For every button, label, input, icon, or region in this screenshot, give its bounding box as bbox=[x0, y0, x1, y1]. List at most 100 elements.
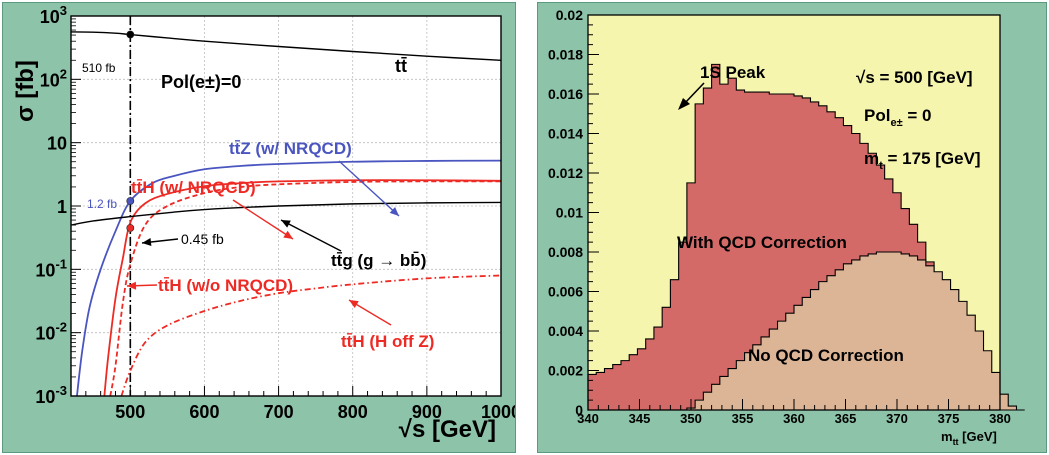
y-tick-label-base-4: 10 bbox=[47, 134, 67, 154]
y-tick-label-base-3: 1 bbox=[57, 197, 67, 217]
y-tick-label-1: 0.002 bbox=[548, 363, 583, 379]
ttg-label: tt̄g (g → bb̄) bbox=[331, 251, 426, 270]
tth-nrqcd-arrow-head bbox=[283, 230, 293, 239]
x-tick-label-0: 500 bbox=[115, 402, 145, 422]
y-tick-label-2: 0.004 bbox=[548, 323, 583, 339]
y-tick-label-base-2: 10 bbox=[35, 260, 55, 280]
y-tick-label-7: 0.014 bbox=[548, 126, 583, 142]
series-line-ttz bbox=[76, 159, 501, 396]
series-line-tth_offz bbox=[120, 274, 501, 396]
energy-label: √s = 500 [GeV] bbox=[856, 68, 973, 87]
top-mass-main: m bbox=[864, 149, 879, 168]
top-mass-label: mt = 175 [GeV] bbox=[864, 149, 981, 172]
y-tick-label-9: 0.018 bbox=[548, 47, 583, 63]
y-tick-label-0: 10-3 bbox=[35, 383, 67, 407]
polarization-sub: e± bbox=[890, 117, 902, 129]
y-tick-label-base-1: 10 bbox=[35, 324, 55, 344]
x-tick-label-2: 350 bbox=[680, 411, 702, 426]
x-tick-label-1: 600 bbox=[189, 402, 219, 422]
histogram-no_qcd bbox=[588, 251, 1025, 411]
histogram-area-no_qcd bbox=[588, 251, 1025, 411]
y-tick-label-exp-1: -2 bbox=[55, 320, 67, 335]
pol-annotation: Pol(e±)=0 bbox=[161, 72, 241, 92]
x-tick-label-5: 1000 bbox=[481, 402, 515, 422]
marker-label-0: 510 fb bbox=[82, 61, 116, 75]
no-qcd-label: No QCD Correction bbox=[748, 346, 904, 365]
x-tick-label-2: 700 bbox=[264, 402, 294, 422]
series-line-tth_nrqcd bbox=[103, 179, 501, 396]
x-tick-label-7: 375 bbox=[938, 411, 960, 426]
peak-label: 1S Peak bbox=[700, 63, 766, 82]
ttg-arrow-head bbox=[281, 220, 291, 228]
top-mass-sub: t bbox=[879, 160, 883, 172]
x-axis-label: mtt [GeV] bbox=[941, 429, 997, 447]
right-chart-panel: 340 345 350 355 360 365 370 375 380 0 0.002 0.004 0.… bbox=[537, 2, 1047, 453]
y-tick-label-exp-6: 3 bbox=[60, 3, 67, 18]
x-tick-label-3: 800 bbox=[338, 402, 368, 422]
y-tick-label-6: 0.012 bbox=[548, 165, 583, 181]
x-tick-label-1: 345 bbox=[629, 411, 651, 426]
y-tick-label-5: 102 bbox=[40, 66, 67, 90]
ttg-arrow bbox=[280, 219, 342, 252]
polarization-label: Pole± = 0 bbox=[864, 106, 931, 129]
y-tick-label-3: 0.006 bbox=[548, 284, 583, 300]
tth-nrqcd-arrow bbox=[232, 199, 294, 240]
marker-point-0 bbox=[126, 30, 135, 39]
y-tick-label-base-0: 10 bbox=[35, 387, 55, 407]
x-tick-label-8: 380 bbox=[989, 411, 1011, 426]
tth-no-nrqcd-arrow-head bbox=[127, 281, 137, 290]
mtt-histogram: 340 345 350 355 360 365 370 375 380 0 0.002 0.004 0.… bbox=[538, 3, 1046, 452]
peak-arrow-head bbox=[678, 98, 690, 110]
tth-offz-arrow-head bbox=[349, 300, 359, 309]
marker-0.45-arrow-head bbox=[142, 238, 152, 246]
y-tick-label-exp-2: -1 bbox=[55, 256, 67, 271]
cross-section-chart: 500600700800900100010-310-210-1110102103… bbox=[3, 3, 515, 452]
x-axis-label-unit: [GeV] bbox=[959, 429, 997, 444]
tth-nrqcd-label: tt̄H (w/ NRQCD) bbox=[131, 178, 256, 197]
y-axis-label: σ [fb] bbox=[12, 60, 39, 122]
left-chart-panel: 500600700800900100010-310-210-1110102103… bbox=[2, 2, 516, 453]
x-axis-label: √s [GeV] bbox=[399, 416, 496, 443]
y-tick-label-3: 1 bbox=[57, 197, 67, 217]
polarization-value: = 0 bbox=[903, 106, 932, 125]
tth-offz-label: tt̄H (H off Z) bbox=[341, 332, 434, 351]
ttz-label: tt̄Z (w/ NRQCD) bbox=[229, 139, 352, 158]
x-tick-label-6: 370 bbox=[886, 411, 908, 426]
x-tick-label-4: 900 bbox=[412, 402, 442, 422]
y-tick-label-6: 103 bbox=[40, 3, 67, 27]
y-tick-label-4: 10 bbox=[47, 134, 67, 154]
x-axis-label-main: m bbox=[941, 429, 953, 444]
ttbar-label: tt̄ bbox=[395, 56, 407, 76]
x-tick-label-4: 360 bbox=[783, 411, 805, 426]
y-tick-label-0: 0 bbox=[575, 402, 583, 418]
y-tick-label-1: 10-2 bbox=[35, 320, 67, 344]
tth-no-nrqcd-label: tt̄H (w/o NRQCD) bbox=[158, 276, 293, 295]
peak-arrow bbox=[683, 82, 705, 105]
with-qcd-label: With QCD Correction bbox=[677, 233, 847, 252]
marker-point-1 bbox=[126, 197, 135, 205]
series-group bbox=[71, 31, 501, 396]
y-tick-label-base-6: 10 bbox=[40, 7, 60, 27]
y-tick-label-5: 0.01 bbox=[556, 205, 583, 221]
y-tick-label-base-5: 10 bbox=[40, 70, 60, 90]
series-line-ttg bbox=[71, 201, 501, 226]
marker-point-2 bbox=[126, 224, 135, 232]
ttz-arrow bbox=[338, 160, 400, 217]
y-tick-label-2: 10-1 bbox=[35, 256, 67, 280]
marker-label-1: 1.2 fb bbox=[87, 197, 117, 211]
series-line-ttbar bbox=[71, 31, 501, 61]
top-mass-value: = 175 [GeV] bbox=[883, 149, 981, 168]
series-line-tth_no_nrqcd bbox=[109, 180, 501, 396]
y-tick-label-exp-5: 2 bbox=[60, 66, 67, 81]
x-tick-label-0: 340 bbox=[577, 411, 599, 426]
y-tick-label-4: 0.008 bbox=[548, 244, 583, 260]
y-tick-label-exp-0: -3 bbox=[55, 383, 67, 398]
x-tick-label-5: 365 bbox=[835, 411, 857, 426]
y-tick-label-8: 0.016 bbox=[548, 86, 583, 102]
x-axis-label-sub: tt bbox=[953, 437, 959, 447]
x-tick-label-3: 355 bbox=[732, 411, 754, 426]
ttz-arrow-head bbox=[389, 206, 399, 216]
polarization-main: Pol bbox=[864, 106, 890, 125]
y-tick-label-10: 0.02 bbox=[556, 7, 583, 23]
marker-label-2: 0.45 fb bbox=[181, 231, 224, 247]
